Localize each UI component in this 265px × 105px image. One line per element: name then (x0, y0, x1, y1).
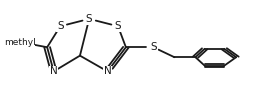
Text: S: S (115, 21, 121, 31)
Text: N: N (50, 66, 58, 76)
Text: methyl: methyl (4, 37, 36, 47)
Text: N: N (104, 66, 111, 76)
Text: S: S (86, 14, 92, 24)
Text: S: S (57, 21, 64, 31)
Text: S: S (150, 42, 157, 52)
